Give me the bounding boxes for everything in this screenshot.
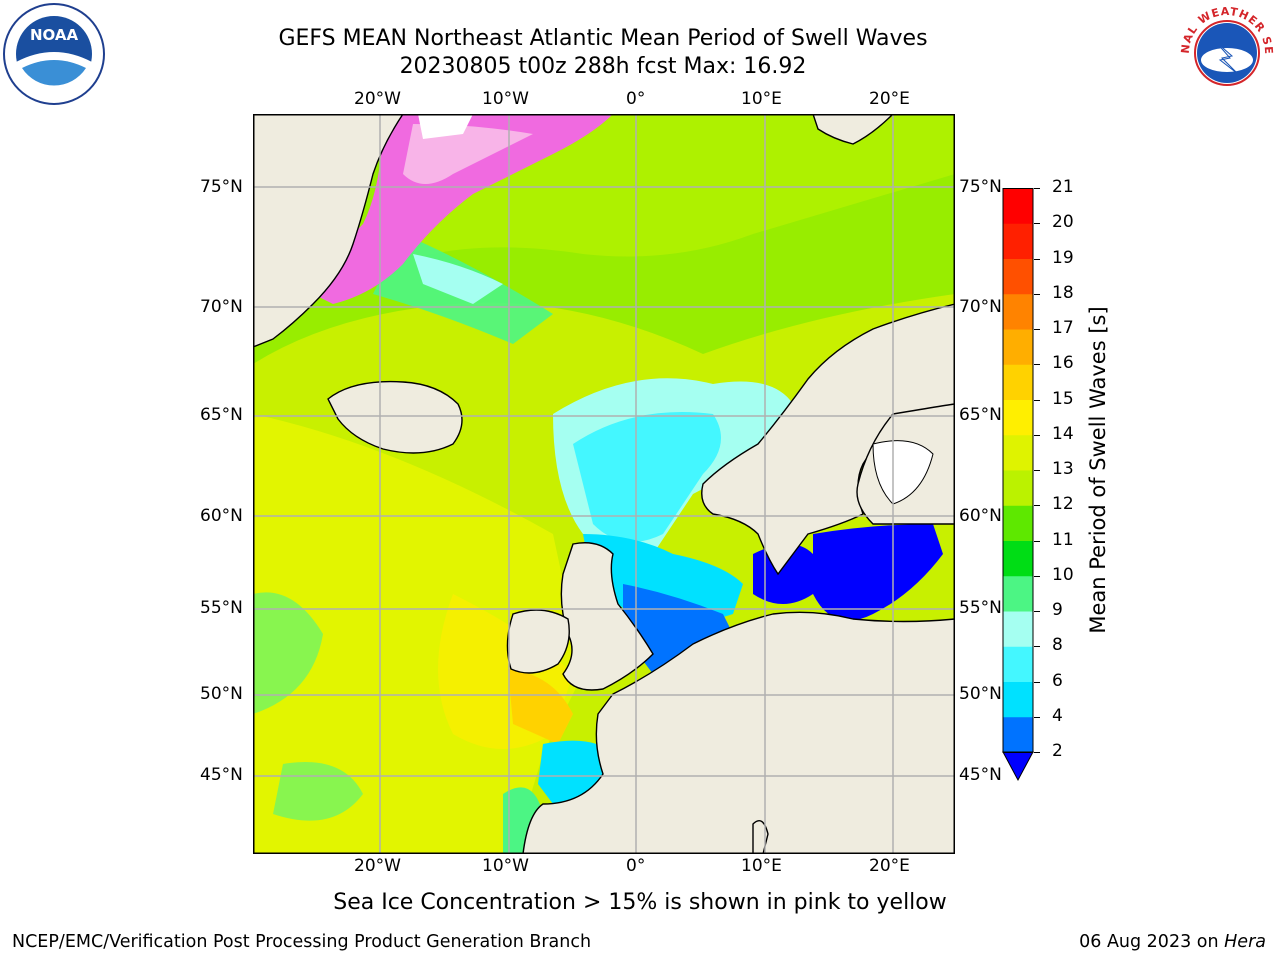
colorbar-tick-label: 19 xyxy=(1052,247,1074,268)
colorbar-tick-mark xyxy=(1034,681,1040,683)
noaa-logo-text: NOAA xyxy=(30,26,79,44)
colorbar-tick-label: 4 xyxy=(1052,705,1063,726)
colorbar-tick-label: 21 xyxy=(1052,177,1074,197)
chart-title-line1: GEFS MEAN Northeast Atlantic Mean Period… xyxy=(278,26,928,51)
lon-label-0-top: 0° xyxy=(626,89,646,109)
colorbar-tick-label: 15 xyxy=(1052,388,1074,409)
colorbar-tick-mark xyxy=(1034,223,1040,225)
colorbar-segment xyxy=(1003,681,1033,718)
lat-label-50n-right: 50°N xyxy=(959,684,1002,704)
lat-label-75n-left: 75°N xyxy=(200,177,243,197)
lon-label-10w-bottom: 10°W xyxy=(482,856,529,876)
lon-label-20e-top: 20°E xyxy=(869,89,910,109)
colorbar-segment xyxy=(1003,611,1033,647)
colorbar-frame xyxy=(1002,188,1034,753)
footer-machine: Hera xyxy=(1224,932,1266,952)
lat-label-55n-right: 55°N xyxy=(959,598,1002,618)
colorbar-tick-mark xyxy=(1034,611,1040,612)
colorbar-extend-min xyxy=(1002,751,1034,782)
colorbar-tick-mark xyxy=(1034,752,1040,753)
colorbar-segment xyxy=(1003,188,1033,224)
colorbar-tick-mark xyxy=(1034,470,1040,471)
lat-label-45n-left: 45°N xyxy=(200,765,243,785)
lat-label-70n-right: 70°N xyxy=(959,297,1002,317)
lat-label-70n-left: 70°N xyxy=(200,297,243,317)
colorbar-tick-mark xyxy=(1034,364,1040,366)
colorbar-tick-label: 13 xyxy=(1052,459,1074,479)
colorbar-segment xyxy=(1003,470,1033,506)
colorbar-tick-mark xyxy=(1034,540,1040,542)
colorbar-tick-label: 17 xyxy=(1052,318,1074,338)
chart-title-line2: 20230805 t00z 288h fcst Max: 16.92 xyxy=(399,54,807,79)
colorbar-tick-mark xyxy=(1034,399,1040,401)
noaa-logo: NOAA xyxy=(2,2,106,106)
colorbar-tick-mark xyxy=(1034,716,1040,718)
colorbar-segment xyxy=(1003,329,1033,365)
lat-label-75n-right: 75°N xyxy=(959,177,1002,197)
lon-label-10e-bottom: 10°E xyxy=(741,856,782,876)
colorbar-tick-label: 14 xyxy=(1052,423,1074,444)
colorbar-tick-label: 2 xyxy=(1052,741,1063,761)
colorbar-segment xyxy=(1003,575,1033,612)
lat-label-65n-right: 65°N xyxy=(959,405,1002,425)
colorbar-segment xyxy=(1003,434,1033,471)
colorbar-segment xyxy=(1003,540,1033,577)
colorbar-tick-mark xyxy=(1034,434,1040,436)
colorbar xyxy=(1002,188,1034,782)
footer-right: 06 Aug 2023 on Hera xyxy=(1079,932,1266,952)
sea-ice-note: Sea Ice Concentration > 15% is shown in … xyxy=(333,890,947,915)
national-weather-service-logo: NATIONAL WEATHER SERVICE xyxy=(1171,0,1278,104)
colorbar-tick-mark xyxy=(1034,575,1040,577)
lat-label-60n-left: 60°N xyxy=(200,506,243,526)
colorbar-tick-mark xyxy=(1034,188,1040,189)
lat-label-45n-right: 45°N xyxy=(959,765,1002,785)
colorbar-tick-label: 6 xyxy=(1052,670,1063,691)
colorbar-segment xyxy=(1003,293,1033,330)
colorbar-tick-label: 18 xyxy=(1052,282,1074,303)
colorbar-tick-label: 8 xyxy=(1052,635,1063,656)
colorbar-tick-mark xyxy=(1034,646,1040,648)
colorbar-tick-label: 10 xyxy=(1052,564,1074,585)
colorbar-tick-label: 20 xyxy=(1052,212,1074,233)
lon-label-10w-top: 10°W xyxy=(482,89,529,109)
colorbar-segment xyxy=(1003,646,1033,682)
colorbar-segment xyxy=(1003,505,1033,541)
footer-left: NCEP/EMC/Verification Post Processing Pr… xyxy=(12,932,592,952)
colorbar-segment xyxy=(1003,399,1033,436)
colorbar-segment xyxy=(1003,364,1033,400)
map-frame xyxy=(253,114,955,854)
lat-label-55n-left: 55°N xyxy=(200,598,243,618)
colorbar-segment xyxy=(1003,716,1033,753)
graticule xyxy=(253,114,955,854)
colorbar-tick-mark xyxy=(1034,293,1040,295)
colorbar-tick-label: 12 xyxy=(1052,494,1074,515)
colorbar-tick-label: 9 xyxy=(1052,600,1063,620)
colorbar-segment xyxy=(1003,258,1033,295)
lat-label-60n-right: 60°N xyxy=(959,506,1002,526)
lat-label-65n-left: 65°N xyxy=(200,405,243,425)
colorbar-tick-label: 16 xyxy=(1052,353,1074,374)
colorbar-label: Mean Period of Swell Waves [s] xyxy=(1086,306,1110,634)
colorbar-tick-mark xyxy=(1034,329,1040,330)
lon-label-20w-top: 20°W xyxy=(354,89,401,109)
footer-date: 06 Aug 2023 on xyxy=(1079,932,1225,952)
lat-label-50n-left: 50°N xyxy=(200,684,243,704)
colorbar-tick-mark xyxy=(1034,505,1040,507)
colorbar-tick-mark xyxy=(1034,258,1040,260)
lon-label-10e-top: 10°E xyxy=(741,89,782,109)
lon-label-0-bottom: 0° xyxy=(626,856,646,876)
colorbar-tick-labels: 2 4 6 8 9 10 11 12 13 14 15 16 17 18 19 20 21 xyxy=(1034,177,1080,768)
map-panel xyxy=(253,114,955,854)
lon-label-20w-bottom: 20°W xyxy=(354,856,401,876)
lon-label-20e-bottom: 20°E xyxy=(869,856,910,876)
colorbar-segment xyxy=(1003,223,1033,259)
colorbar-tick-label: 11 xyxy=(1052,529,1074,550)
